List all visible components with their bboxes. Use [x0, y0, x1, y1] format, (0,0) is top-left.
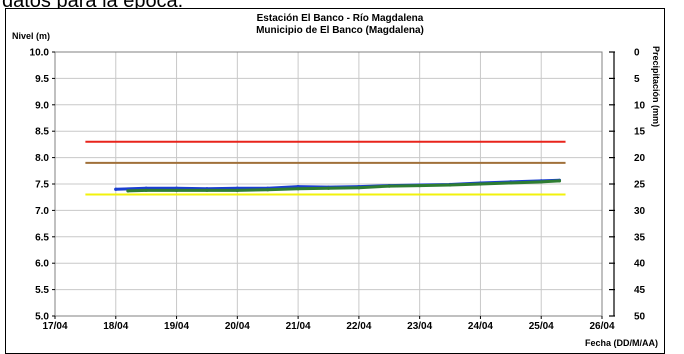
- x-tick-label: 24/04: [468, 321, 493, 332]
- series-1-point: [540, 180, 543, 183]
- y-tick-label: 6.5: [35, 232, 49, 243]
- series-1-point: [327, 187, 330, 190]
- y-tick-label: 10.0: [30, 48, 50, 59]
- y-axis-label: Nivel (m): [12, 31, 50, 41]
- series-1-point: [266, 188, 269, 191]
- series-1-point: [479, 182, 482, 185]
- series-1-point: [205, 189, 208, 192]
- y-tick-label: 7.0: [35, 206, 49, 217]
- x-tick-label: 21/04: [286, 321, 311, 332]
- series-1-point: [418, 184, 421, 187]
- y-tick-label: 6.0: [35, 259, 49, 270]
- series-1-point: [388, 185, 391, 188]
- y-tick-label: 9.0: [35, 100, 49, 111]
- chart-subtitle: Municipio de El Banco (Magdalena): [256, 25, 424, 36]
- series-1-point: [297, 187, 300, 190]
- x-tick-label: 25/04: [529, 321, 554, 332]
- x-tick-label: 19/04: [164, 321, 189, 332]
- series-1-point: [357, 186, 360, 189]
- y2-tick-label: 45: [634, 285, 646, 296]
- x-tick-label: 17/04: [42, 321, 67, 332]
- series-1-point: [558, 179, 561, 182]
- y2-tick-label: 35: [634, 232, 646, 243]
- y-tick-label: 5.5: [35, 285, 49, 296]
- y2-tick-label: 20: [634, 153, 646, 164]
- series-0-point: [114, 188, 117, 191]
- y-tick-label: 7.5: [35, 180, 49, 191]
- x-tick-label: 22/04: [346, 321, 371, 332]
- y2-tick-label: 0: [634, 48, 640, 59]
- y2-tick-label: 5: [634, 74, 640, 85]
- y2-tick-label: 30: [634, 206, 646, 217]
- y2-tick-label: 15: [634, 127, 646, 138]
- series-1-point: [126, 189, 129, 192]
- series-1-point: [145, 189, 148, 192]
- x-tick-label: 26/04: [589, 321, 614, 332]
- x-tick-label: 20/04: [225, 321, 250, 332]
- series-1-point: [236, 189, 239, 192]
- y-tick-label: 8.0: [35, 153, 49, 164]
- y-tick-label: 8.5: [35, 127, 49, 138]
- chart-title: Estación El Banco - Río Magdalena: [257, 13, 424, 24]
- y2-tick-label: 40: [634, 259, 646, 270]
- series-1-point: [509, 181, 512, 184]
- x-tick-label: 23/04: [407, 321, 432, 332]
- y2-tick-label: 25: [634, 180, 646, 191]
- y2-axis-label: Precipitación (mm): [651, 46, 661, 127]
- series-1-point: [448, 183, 451, 186]
- x-axis-label: Fecha (DD/M/AA): [585, 338, 658, 348]
- y2-tick-label: 10: [634, 100, 646, 111]
- series-1-point: [175, 189, 178, 192]
- y-tick-label: 9.5: [35, 74, 49, 85]
- x-tick-label: 18/04: [103, 321, 128, 332]
- y2-tick-label: 50: [634, 312, 646, 323]
